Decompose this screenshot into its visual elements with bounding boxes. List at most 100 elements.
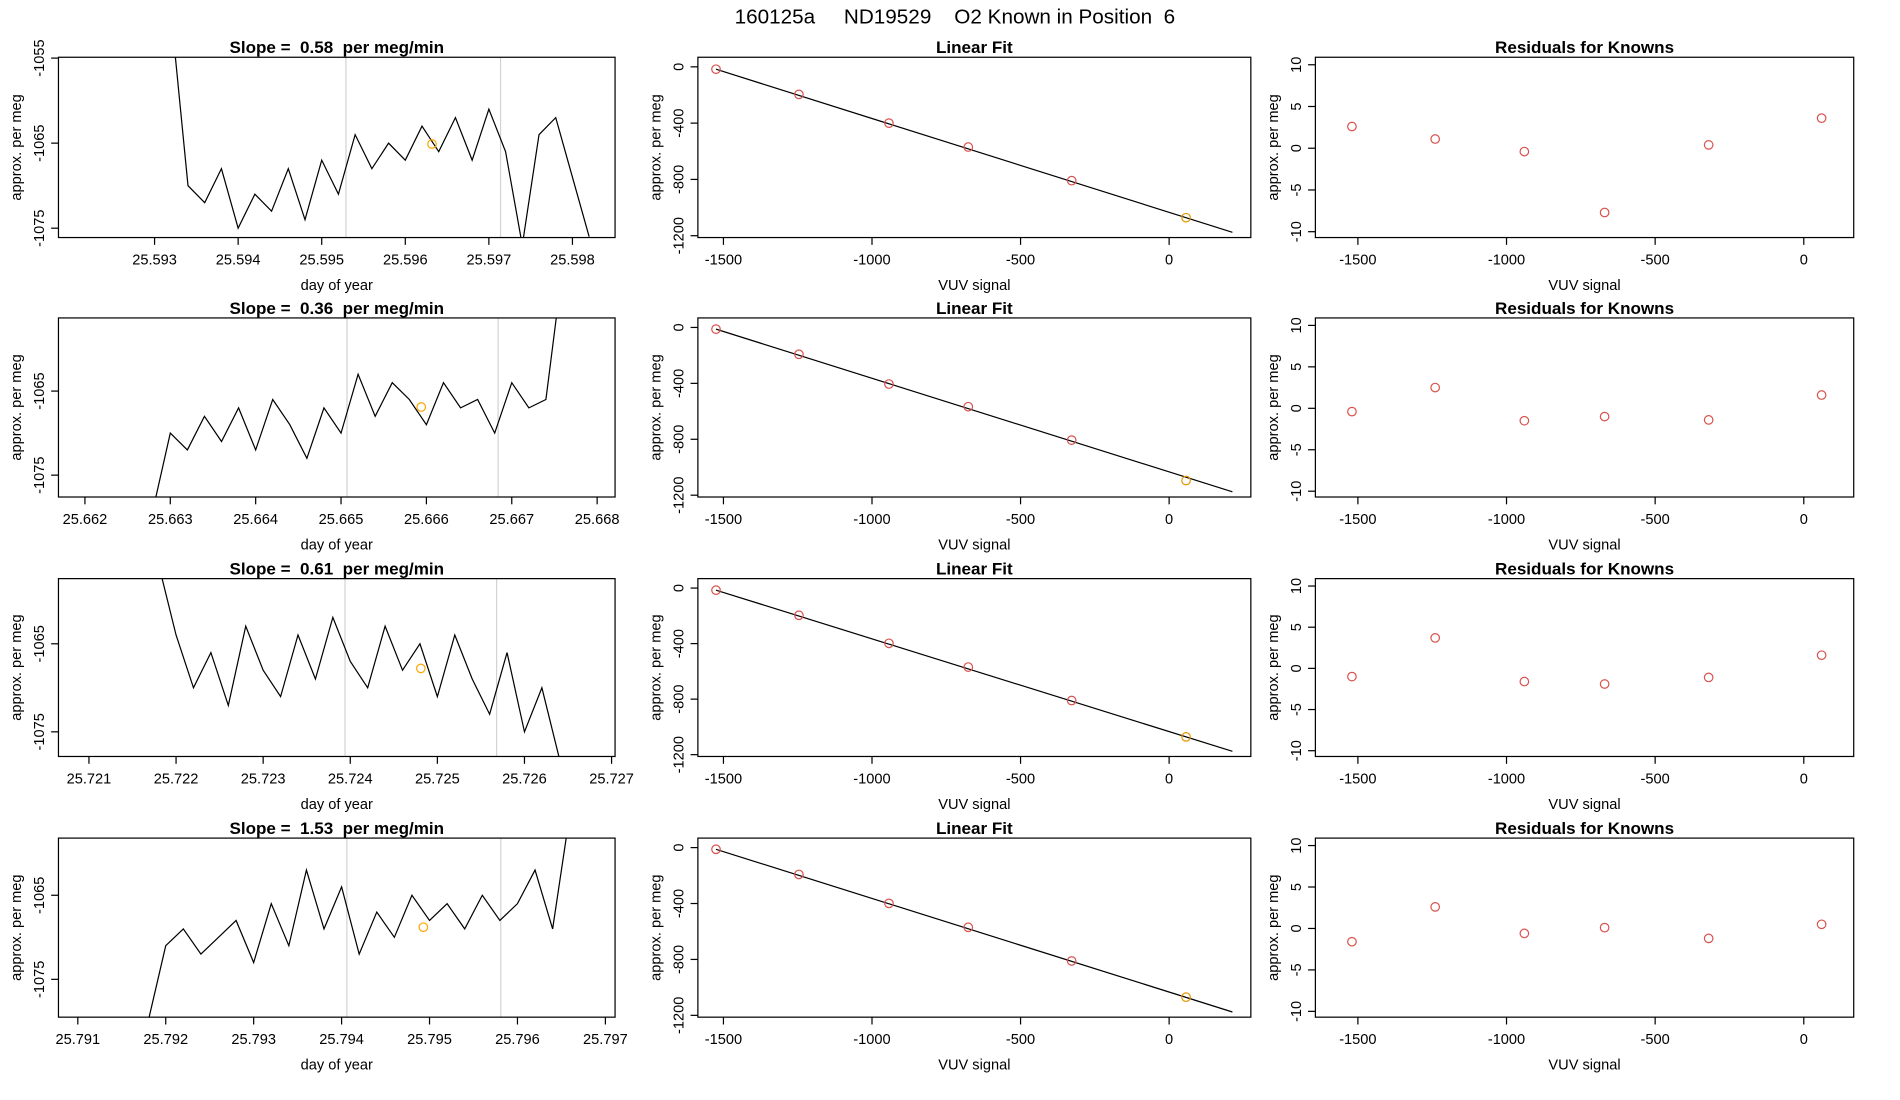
panel: Residuals for Knowns VUV signal approx. pe… [1266, 560, 1855, 813]
panel: Slope = 1.53 per meg/min day of year appro… [9, 819, 628, 1074]
point [1519, 146, 1530, 157]
highlight-point [416, 402, 427, 412]
x-tick-label: -500 [1641, 253, 1670, 269]
x-axis-label: day of year [301, 278, 373, 294]
point [1347, 671, 1357, 682]
fit-line [715, 68, 1233, 233]
y-tick-label: -400 [671, 108, 687, 137]
y-tick-label: -1200 [671, 477, 687, 514]
y-tick-label: -5 [1289, 443, 1305, 456]
data-line [155, 317, 557, 498]
x-tick-label: -1500 [1339, 771, 1376, 787]
panel-title: Slope = 1.53 per meg/min [229, 819, 444, 838]
plot-area [155, 317, 557, 498]
fit-line [715, 328, 1233, 493]
y-tick-label: 0 [1289, 144, 1305, 152]
x-axis-label: VUV signal [938, 538, 1010, 554]
point [1599, 207, 1610, 218]
y-tick-label: 0 [671, 584, 687, 592]
y-tick-label: 5 [1289, 102, 1305, 110]
x-tick-label: 25.593 [132, 253, 177, 269]
panel: Residuals for Knowns VUV signal approx. pe… [1266, 299, 1855, 554]
x-tick-label: 0 [1165, 512, 1173, 528]
plot-frame [1314, 578, 1855, 758]
point [794, 89, 804, 100]
point [1816, 113, 1827, 124]
x-tick-label: -1000 [853, 771, 890, 787]
y-tick-label: 5 [1289, 623, 1305, 631]
x-axis-label: day of year [301, 538, 373, 554]
x-tick-label: 25.665 [319, 512, 364, 528]
y-tick-label: -800 [671, 165, 687, 194]
y-tick-label: -1075 [32, 713, 48, 750]
x-tick-label: -500 [1006, 771, 1035, 787]
data-line [161, 578, 560, 757]
x-tick-label: -1500 [1339, 1032, 1376, 1048]
x-tick-label: 25.667 [489, 512, 534, 528]
point [963, 401, 974, 412]
point [1347, 406, 1357, 417]
y-axis-label: approx. per meg [9, 354, 25, 460]
x-axis-label: day of year [301, 797, 373, 813]
y-tick-label: -5 [1289, 963, 1305, 976]
y-tick-label: -800 [671, 945, 687, 974]
y-axis-label: approx. per meg [9, 874, 25, 980]
x-tick-label: -1000 [853, 1032, 890, 1048]
plot-frame [1314, 317, 1855, 498]
x-tick-label: -500 [1641, 512, 1670, 528]
x-tick-label: -500 [1641, 771, 1670, 787]
point [1703, 672, 1714, 683]
x-tick-label: -1000 [1488, 512, 1525, 528]
y-tick-label: -400 [671, 629, 687, 658]
point [794, 869, 804, 880]
plot-area [711, 64, 1233, 233]
y-axis-label: approx. per meg [1266, 614, 1282, 720]
x-tick-label: 25.726 [502, 771, 547, 787]
y-tick-label: 0 [671, 323, 687, 331]
y-tick-label: 0 [1289, 664, 1305, 672]
panel: Residuals for Knowns VUV signal approx. pe… [1266, 819, 1855, 1074]
plot-area [711, 324, 1233, 493]
point [963, 662, 974, 672]
x-tick-label: -1000 [853, 512, 890, 528]
x-tick-label: -1500 [705, 253, 742, 269]
point [1703, 933, 1714, 944]
panel-title: Linear Fit [936, 560, 1013, 579]
y-tick-label: -1200 [671, 736, 687, 773]
panel: Linear Fit VUV signal approx. per meg -1500… [648, 38, 1252, 294]
plot-frame [697, 578, 1252, 758]
x-tick-label: 0 [1800, 512, 1808, 528]
panel-title: Linear Fit [936, 819, 1013, 838]
data-line [174, 57, 590, 238]
y-tick-label: -10 [1289, 1001, 1305, 1022]
point [1816, 390, 1827, 400]
x-tick-label: 25.791 [55, 1032, 100, 1048]
point [1816, 919, 1827, 930]
point [1430, 134, 1441, 144]
point [711, 324, 721, 334]
plot-frame [1314, 837, 1855, 1018]
plot-area [1347, 902, 1827, 947]
y-tick-label: -5 [1289, 703, 1305, 716]
y-axis-label: approx. per meg [9, 94, 25, 200]
point [1347, 936, 1357, 947]
x-tick-label: -500 [1006, 512, 1035, 528]
plot-area [174, 57, 590, 238]
point [1599, 679, 1610, 689]
point [1181, 212, 1191, 223]
x-tick-label: 25.797 [583, 1032, 628, 1048]
plot-area [148, 838, 567, 1018]
x-tick-label: 0 [1800, 1032, 1808, 1048]
point [884, 118, 894, 128]
plot-frame [57, 837, 616, 1018]
x-tick-label: 25.723 [241, 771, 286, 787]
y-axis-label: approx. per meg [1266, 94, 1282, 200]
y-tick-label: 0 [671, 63, 687, 71]
panel: Slope = 0.61 per meg/min day of year appro… [9, 560, 634, 813]
y-axis-label: approx. per meg [648, 354, 664, 460]
x-tick-label: -1000 [1488, 253, 1525, 269]
point [1816, 650, 1827, 661]
x-tick-label: -1000 [1488, 1032, 1525, 1048]
point [1519, 928, 1530, 939]
plot-area [711, 844, 1233, 1013]
